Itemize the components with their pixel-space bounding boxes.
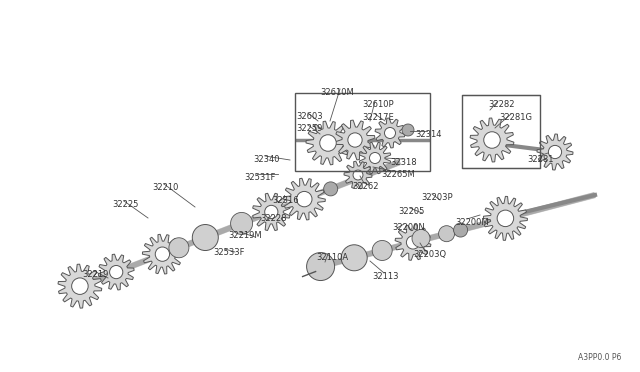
Circle shape	[169, 238, 189, 258]
Circle shape	[192, 225, 218, 250]
Polygon shape	[359, 142, 390, 174]
Text: 32262: 32262	[352, 182, 378, 191]
Polygon shape	[395, 225, 431, 260]
Text: 32318: 32318	[390, 158, 417, 167]
Text: 32533F: 32533F	[213, 248, 244, 257]
Text: 32205: 32205	[398, 207, 424, 216]
Polygon shape	[253, 193, 290, 231]
Polygon shape	[335, 120, 375, 160]
Polygon shape	[99, 254, 134, 290]
Text: 32281: 32281	[527, 155, 554, 164]
Circle shape	[156, 247, 170, 261]
Circle shape	[406, 236, 420, 249]
Polygon shape	[483, 196, 527, 240]
Text: 32225: 32225	[112, 200, 138, 209]
Text: 32203Q: 32203Q	[413, 250, 446, 259]
Text: 32282: 32282	[488, 100, 515, 109]
Text: 32203P: 32203P	[421, 193, 452, 202]
Bar	[462, 95, 540, 168]
Circle shape	[320, 135, 336, 151]
Circle shape	[324, 182, 338, 196]
Circle shape	[72, 278, 88, 294]
Circle shape	[265, 205, 278, 218]
Circle shape	[438, 226, 454, 242]
Circle shape	[548, 145, 562, 158]
Circle shape	[454, 223, 468, 237]
Text: 32200M: 32200M	[455, 218, 488, 227]
Text: 32110A: 32110A	[316, 253, 348, 262]
Circle shape	[385, 128, 396, 138]
Text: 32531F: 32531F	[244, 173, 275, 182]
Circle shape	[402, 124, 414, 136]
Polygon shape	[306, 121, 350, 165]
Text: 32228: 32228	[260, 214, 287, 223]
Polygon shape	[470, 118, 514, 162]
Text: 32265M: 32265M	[381, 170, 415, 179]
Text: 32316: 32316	[272, 196, 299, 205]
Text: 32217E: 32217E	[362, 113, 394, 122]
Polygon shape	[344, 161, 372, 189]
Polygon shape	[284, 178, 325, 220]
Circle shape	[353, 170, 363, 180]
Text: 32610M: 32610M	[320, 88, 354, 97]
Text: 32219: 32219	[82, 270, 108, 279]
Text: 32340: 32340	[253, 155, 280, 164]
Circle shape	[230, 212, 253, 234]
Text: 32314: 32314	[415, 130, 442, 139]
Circle shape	[348, 133, 362, 147]
Circle shape	[372, 240, 392, 260]
Text: 32259: 32259	[296, 124, 323, 133]
Circle shape	[412, 230, 430, 247]
Circle shape	[497, 210, 514, 227]
Circle shape	[307, 253, 335, 280]
Polygon shape	[143, 234, 182, 274]
Circle shape	[369, 153, 381, 164]
Text: 32210: 32210	[152, 183, 179, 192]
Circle shape	[109, 266, 123, 279]
Circle shape	[484, 132, 500, 148]
Text: 32219M: 32219M	[228, 231, 262, 240]
Polygon shape	[537, 134, 573, 170]
Polygon shape	[375, 118, 405, 148]
Text: 32113: 32113	[372, 272, 399, 281]
Bar	[295, 93, 430, 171]
Polygon shape	[58, 264, 102, 308]
Text: A3PP0.0 P6: A3PP0.0 P6	[578, 353, 621, 362]
Circle shape	[341, 245, 367, 271]
Text: 32603: 32603	[296, 112, 323, 121]
Text: 32200N: 32200N	[392, 223, 425, 232]
Circle shape	[296, 192, 312, 207]
Text: 32281G: 32281G	[499, 113, 532, 122]
Text: 32610P: 32610P	[362, 100, 394, 109]
